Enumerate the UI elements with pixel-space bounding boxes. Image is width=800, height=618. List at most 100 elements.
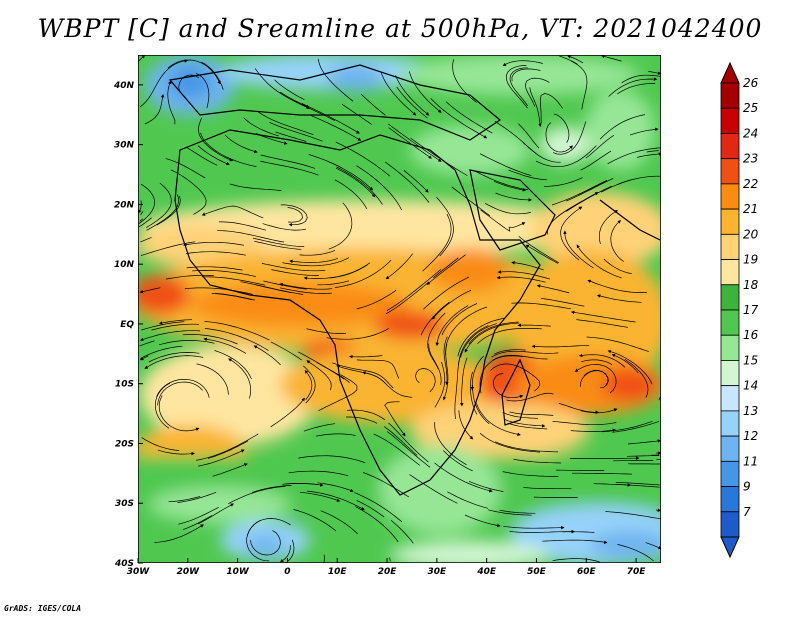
streamline	[452, 59, 477, 103]
streamline	[626, 455, 660, 457]
y-tick-label: 40S	[114, 559, 134, 569]
streamline	[422, 213, 452, 272]
colorbar-label: 11	[743, 454, 758, 468]
streamline	[443, 450, 473, 472]
streamline	[214, 350, 252, 380]
streamline	[615, 482, 660, 486]
pale-area-south-atlantic	[140, 345, 320, 445]
streamline	[497, 270, 551, 280]
streamline	[341, 103, 372, 125]
streamline	[617, 175, 661, 185]
streamline	[289, 258, 339, 264]
streamline	[308, 154, 343, 169]
hot-cell-central	[375, 311, 445, 339]
streamline	[270, 397, 305, 428]
streamline	[608, 77, 658, 97]
streamline	[139, 330, 201, 342]
streamline	[197, 503, 235, 525]
streamline	[243, 117, 279, 137]
streamline	[629, 127, 659, 136]
streamline	[261, 263, 326, 272]
streamline	[479, 153, 532, 176]
colorbar-label: 20	[743, 227, 759, 241]
streamline	[542, 539, 608, 544]
streamline	[254, 68, 311, 109]
streamline	[201, 61, 224, 90]
streamline	[139, 355, 149, 361]
streamline	[217, 230, 285, 243]
streamline	[645, 542, 661, 550]
streamline	[408, 71, 442, 113]
x-tick-label: 30E	[428, 567, 448, 577]
colorbar-label: 7	[743, 505, 751, 519]
streamline	[186, 251, 246, 256]
streamline	[156, 379, 210, 398]
streamline	[355, 506, 399, 543]
streamline	[586, 336, 649, 352]
streamline	[168, 496, 201, 503]
streamline	[260, 160, 319, 176]
streamline	[298, 455, 366, 464]
streamline	[502, 471, 559, 477]
streamline	[356, 359, 400, 379]
colorbar-swatch	[720, 133, 740, 160]
streamline	[299, 491, 341, 502]
streamline	[435, 305, 469, 347]
streamline	[166, 274, 214, 280]
streamline	[531, 344, 589, 349]
streamline	[390, 520, 414, 544]
streamline	[508, 169, 547, 181]
streamline	[560, 206, 583, 261]
streamline	[197, 145, 230, 166]
streamline	[495, 192, 532, 202]
streamline	[612, 421, 660, 433]
streamline	[585, 135, 615, 159]
streamline	[617, 544, 654, 562]
map-title: WBPT [C] and Sreamline at 500hPa, VT: 20…	[37, 14, 763, 43]
streamline	[269, 122, 323, 142]
streamline	[157, 449, 195, 456]
streamline	[362, 371, 413, 398]
streamline	[254, 240, 302, 250]
streamline	[301, 103, 360, 134]
streamline	[578, 353, 626, 368]
light-green-cell	[540, 127, 590, 163]
streamline	[543, 177, 583, 187]
streamline	[388, 127, 432, 159]
streamline	[139, 218, 143, 222]
y-tick-label: 10N	[114, 260, 135, 270]
streamline	[535, 145, 597, 168]
streamline	[287, 539, 295, 562]
colorbar-label: 12	[743, 429, 758, 443]
cold-cell-south	[590, 531, 661, 559]
streamline	[182, 334, 238, 345]
y-tick-label: 30S	[115, 499, 134, 509]
y-tick-label: 40N	[113, 81, 135, 91]
streamline	[518, 123, 540, 149]
colorbar-label: 25	[743, 101, 758, 115]
streamline	[303, 262, 371, 280]
streamline	[423, 276, 470, 310]
streamline	[599, 114, 646, 140]
streamline	[427, 312, 446, 370]
streamline	[253, 345, 281, 366]
x-tick-label: 70E	[627, 567, 647, 577]
streamline	[228, 358, 251, 399]
streamline	[148, 352, 200, 363]
plot-area	[138, 55, 661, 563]
streamline	[288, 470, 349, 477]
streamline	[605, 511, 661, 520]
streamline	[523, 487, 572, 490]
colorbar-label: 19	[743, 253, 758, 267]
streamline	[580, 150, 612, 171]
streamline	[415, 368, 436, 393]
colorbar: 26 25 24 23 22 21 20 19 18 17 16 15 14 13 12 11 9 7	[720, 61, 759, 559]
streamline	[509, 411, 554, 416]
streamline	[332, 362, 394, 389]
light-green-south	[380, 445, 500, 535]
coastlines	[168, 64, 661, 496]
y-tick-label: 10S	[115, 380, 134, 390]
streamline	[228, 486, 286, 505]
hot-cell-indian-ocean	[602, 369, 658, 401]
colorbar-swatch	[720, 410, 740, 437]
